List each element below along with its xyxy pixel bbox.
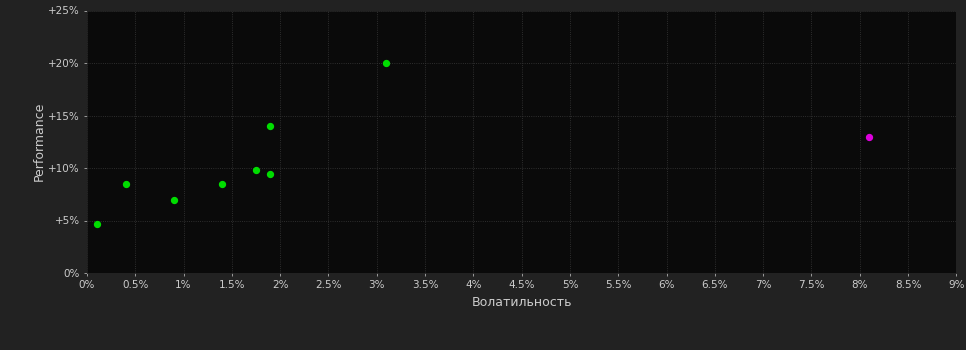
Point [862, 134, 877, 139]
Point [379, 60, 394, 66]
Y-axis label: Performance: Performance [33, 102, 45, 181]
X-axis label: Волатильность: Волатильность [471, 295, 572, 308]
Point [263, 123, 278, 129]
Point [248, 167, 264, 173]
Point [89, 221, 104, 226]
Point [166, 197, 182, 202]
Point [118, 181, 133, 187]
Point [214, 181, 230, 187]
Point [263, 172, 278, 177]
